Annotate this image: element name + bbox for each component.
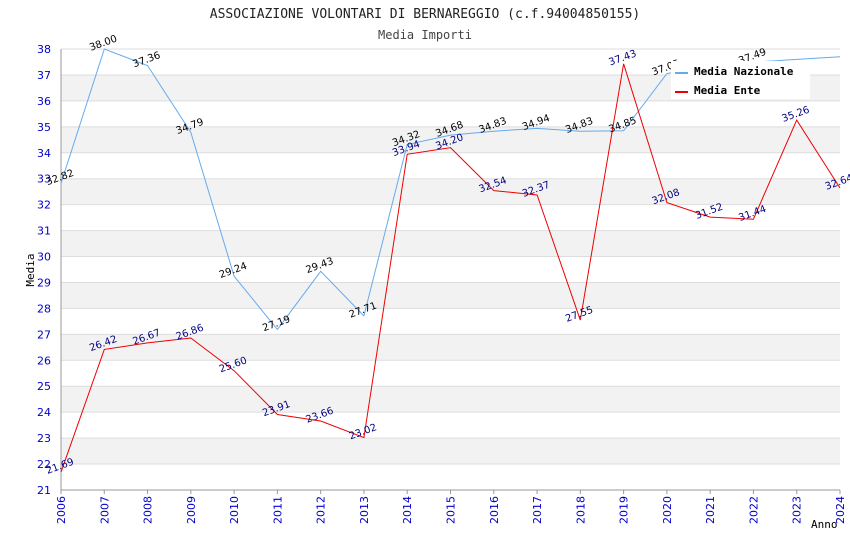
x-tick-label: 2015 <box>445 496 458 524</box>
x-tick-label: 2018 <box>574 496 587 524</box>
y-tick-label: 37 <box>37 69 51 82</box>
x-tick-label: 2013 <box>358 496 371 524</box>
x-tick-label: 2023 <box>791 496 804 524</box>
plot-band <box>61 230 840 257</box>
plot-band <box>61 126 840 153</box>
y-tick-labels: 21 22 23 24 25 26 27 28 29 30 31 32 33 34 35 36 37 38 <box>37 43 51 497</box>
plot-band <box>61 100 840 127</box>
x-tick-label: 2009 <box>185 496 198 524</box>
plot-band <box>61 256 840 283</box>
y-tick-label: 35 <box>37 121 51 134</box>
x-tick-label: 2011 <box>271 496 284 524</box>
x-tick-label: 2019 <box>618 496 631 524</box>
x-tick-label: 2012 <box>315 496 328 524</box>
plot-background-bands <box>61 49 840 490</box>
y-tick-label: 28 <box>37 302 51 315</box>
y-tick-label: 34 <box>37 147 51 160</box>
y-tick-label: 31 <box>37 225 51 238</box>
y-tick-label: 21 <box>37 484 51 497</box>
legend-label-media-nazionale: Media Nazionale <box>694 65 794 78</box>
y-tick-label: 23 <box>37 432 51 445</box>
x-tick-label: 2014 <box>401 496 414 524</box>
plot-band <box>61 412 840 439</box>
y-tick-label: 25 <box>37 380 51 393</box>
plot-band <box>61 438 840 465</box>
plot-band <box>61 360 840 387</box>
plot-band <box>61 464 840 490</box>
x-tick-label: 2007 <box>98 496 111 524</box>
y-tick-label: 30 <box>37 251 51 264</box>
y-tick-label: 38 <box>37 43 51 56</box>
x-tick-label: 2010 <box>228 496 241 524</box>
y-tick-label: 36 <box>37 95 51 108</box>
x-tick-labels: 2006 2007 2008 2009 2010 2011 2012 2013 2014 2015… <box>55 490 847 524</box>
chart-title: ASSOCIAZIONE VOLONTARI DI BERNAREGGIO (c… <box>210 7 640 22</box>
x-tick-label: 2020 <box>661 496 674 524</box>
legend-box <box>671 61 810 99</box>
plot-band <box>61 308 840 335</box>
plot-band <box>61 152 840 179</box>
legend-label-media-ente: Media Ente <box>694 84 761 97</box>
series-line-media-ente <box>60 63 841 473</box>
y-tick-label: 24 <box>37 406 51 419</box>
plot-band <box>61 282 840 309</box>
chart-subtitle: Media Importi <box>378 28 472 42</box>
x-tick-label: 2006 <box>55 496 68 524</box>
legend: Media Nazionale Media Ente <box>671 61 810 99</box>
x-tick-label: 2021 <box>704 496 717 524</box>
x-tick-label: 2008 <box>142 496 155 524</box>
x-tick-label: 2024 <box>834 496 847 524</box>
y-tick-label: 27 <box>37 328 51 341</box>
plot-band <box>61 386 840 413</box>
y-tick-label: 22 <box>37 458 51 471</box>
y-axis-label: Media <box>24 253 37 286</box>
plot-band <box>61 204 840 231</box>
x-tick-label: 2017 <box>531 496 544 524</box>
y-tick-label: 26 <box>37 354 51 367</box>
y-tick-label: 29 <box>37 276 51 289</box>
plot-band <box>61 178 840 205</box>
x-axis-label: Anno <box>811 518 838 531</box>
x-tick-label: 2016 <box>488 496 501 524</box>
x-tick-label: 2022 <box>747 496 760 524</box>
y-tick-label: 32 <box>37 199 51 212</box>
plot-band <box>61 334 840 361</box>
y-tick-label: 33 <box>37 173 51 186</box>
